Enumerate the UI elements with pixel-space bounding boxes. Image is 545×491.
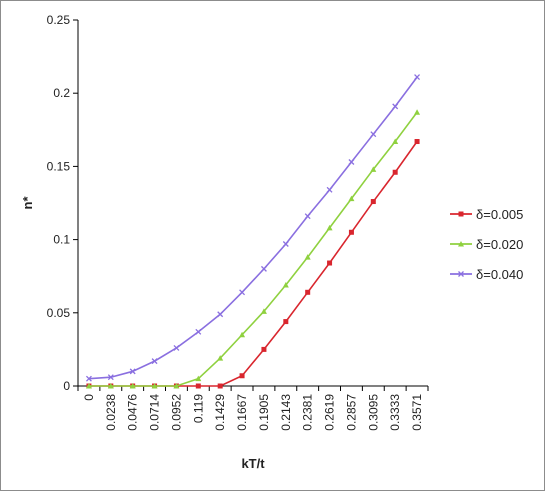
legend-item: δ=0.005 <box>450 207 523 222</box>
data-point-marker <box>392 138 399 145</box>
legend-label: δ=0.020 <box>476 237 523 252</box>
data-point-marker <box>239 331 246 338</box>
series-group <box>85 109 421 389</box>
data-point-marker <box>370 166 377 172</box>
data-point-marker <box>195 328 202 335</box>
y-tick-label: 0.25 <box>47 13 71 27</box>
y-axis-title: n* <box>20 196 35 210</box>
x-tick-label: 0.3095 <box>366 394 380 431</box>
data-point-marker <box>260 308 267 314</box>
data-point-marker <box>304 213 311 220</box>
series-line <box>88 76 418 380</box>
legend-item: δ=0.020 <box>450 237 523 252</box>
data-point-marker <box>348 159 355 165</box>
x-axis-title: kT/t <box>241 456 265 471</box>
data-point-marker <box>195 375 202 382</box>
data-point-marker <box>107 374 114 381</box>
data-point-marker <box>282 241 289 247</box>
data-point-marker <box>195 383 201 389</box>
data-point-marker <box>261 346 267 352</box>
x-tick-label: 0.1667 <box>235 394 249 431</box>
legend-label: δ=0.005 <box>476 207 523 222</box>
data-point-marker <box>305 289 311 295</box>
x-tick-label: 0.2143 <box>279 394 293 431</box>
data-point-marker <box>217 311 224 318</box>
legend-item: δ=0.040 <box>450 267 523 282</box>
data-point-marker <box>414 139 420 145</box>
x-tick-label: 0.0952 <box>169 394 183 431</box>
x-tick-label: 0.3571 <box>410 394 424 431</box>
data-point-marker <box>370 131 377 138</box>
data-point-marker <box>348 195 355 202</box>
y-tick-label: 0.2 <box>53 86 70 100</box>
data-point-marker <box>392 169 398 175</box>
x-tick-label: 0.1905 <box>257 394 271 431</box>
x-tick-label: 0.119 <box>191 394 205 423</box>
data-point-marker <box>414 74 421 81</box>
x-tick-label: 0.0714 <box>148 394 162 431</box>
data-point-marker <box>304 254 311 260</box>
data-point-marker <box>217 355 224 361</box>
data-point-marker <box>217 383 223 389</box>
data-point-marker <box>85 375 92 382</box>
data-point-marker <box>129 368 136 375</box>
data-point-marker <box>326 186 333 193</box>
data-point-marker <box>392 103 399 110</box>
series-line <box>88 141 418 387</box>
data-point-marker <box>239 289 246 296</box>
x-axis-ticks: 0 0.0238 0.0476 0.0714 0.0952 0.119 0.1429 0.16… <box>77 386 429 431</box>
data-point-marker <box>458 211 464 217</box>
data-point-marker <box>260 265 267 272</box>
x-tick-label: 0.2381 <box>301 394 315 431</box>
data-point-marker <box>370 199 376 205</box>
y-axis-ticks: 0 0.05 0.1 0.15 0.2 0.25 <box>47 13 78 393</box>
y-tick-label: 0.15 <box>47 159 71 173</box>
legend-label: δ=0.040 <box>476 267 523 282</box>
data-point-marker <box>239 373 245 379</box>
data-point-marker <box>414 109 421 115</box>
series-layer <box>85 74 421 389</box>
data-point-marker <box>458 271 464 277</box>
data-point-marker <box>151 383 158 389</box>
x-tick-label: 0.2857 <box>344 394 358 431</box>
y-tick-label: 0 <box>63 379 70 393</box>
x-tick-label: 0.3333 <box>388 394 402 431</box>
data-point-marker <box>327 260 333 266</box>
data-point-marker <box>282 281 289 288</box>
x-tick-label: 0 <box>82 394 96 401</box>
series-line <box>88 111 418 387</box>
y-tick-label: 0.1 <box>53 233 70 247</box>
x-tick-label: 0.1429 <box>213 394 227 431</box>
data-point-marker <box>173 344 180 351</box>
x-tick-label: 0.0238 <box>104 394 118 431</box>
data-point-marker <box>151 358 158 365</box>
data-point-marker <box>85 383 92 389</box>
data-point-marker <box>326 224 333 231</box>
data-point-marker <box>173 383 180 389</box>
x-tick-label: 0.2619 <box>323 394 337 431</box>
data-point-marker <box>107 383 114 389</box>
data-point-marker <box>458 241 464 247</box>
y-tick-label: 0.05 <box>47 306 71 320</box>
data-point-marker <box>283 319 289 325</box>
series-group <box>85 74 421 382</box>
data-point-marker <box>348 229 354 235</box>
data-point-marker <box>129 383 136 389</box>
x-tick-label: 0.0476 <box>126 394 140 431</box>
series-group <box>86 139 420 389</box>
legend: δ=0.005 δ=0.020 δ=0.040 <box>450 207 523 282</box>
